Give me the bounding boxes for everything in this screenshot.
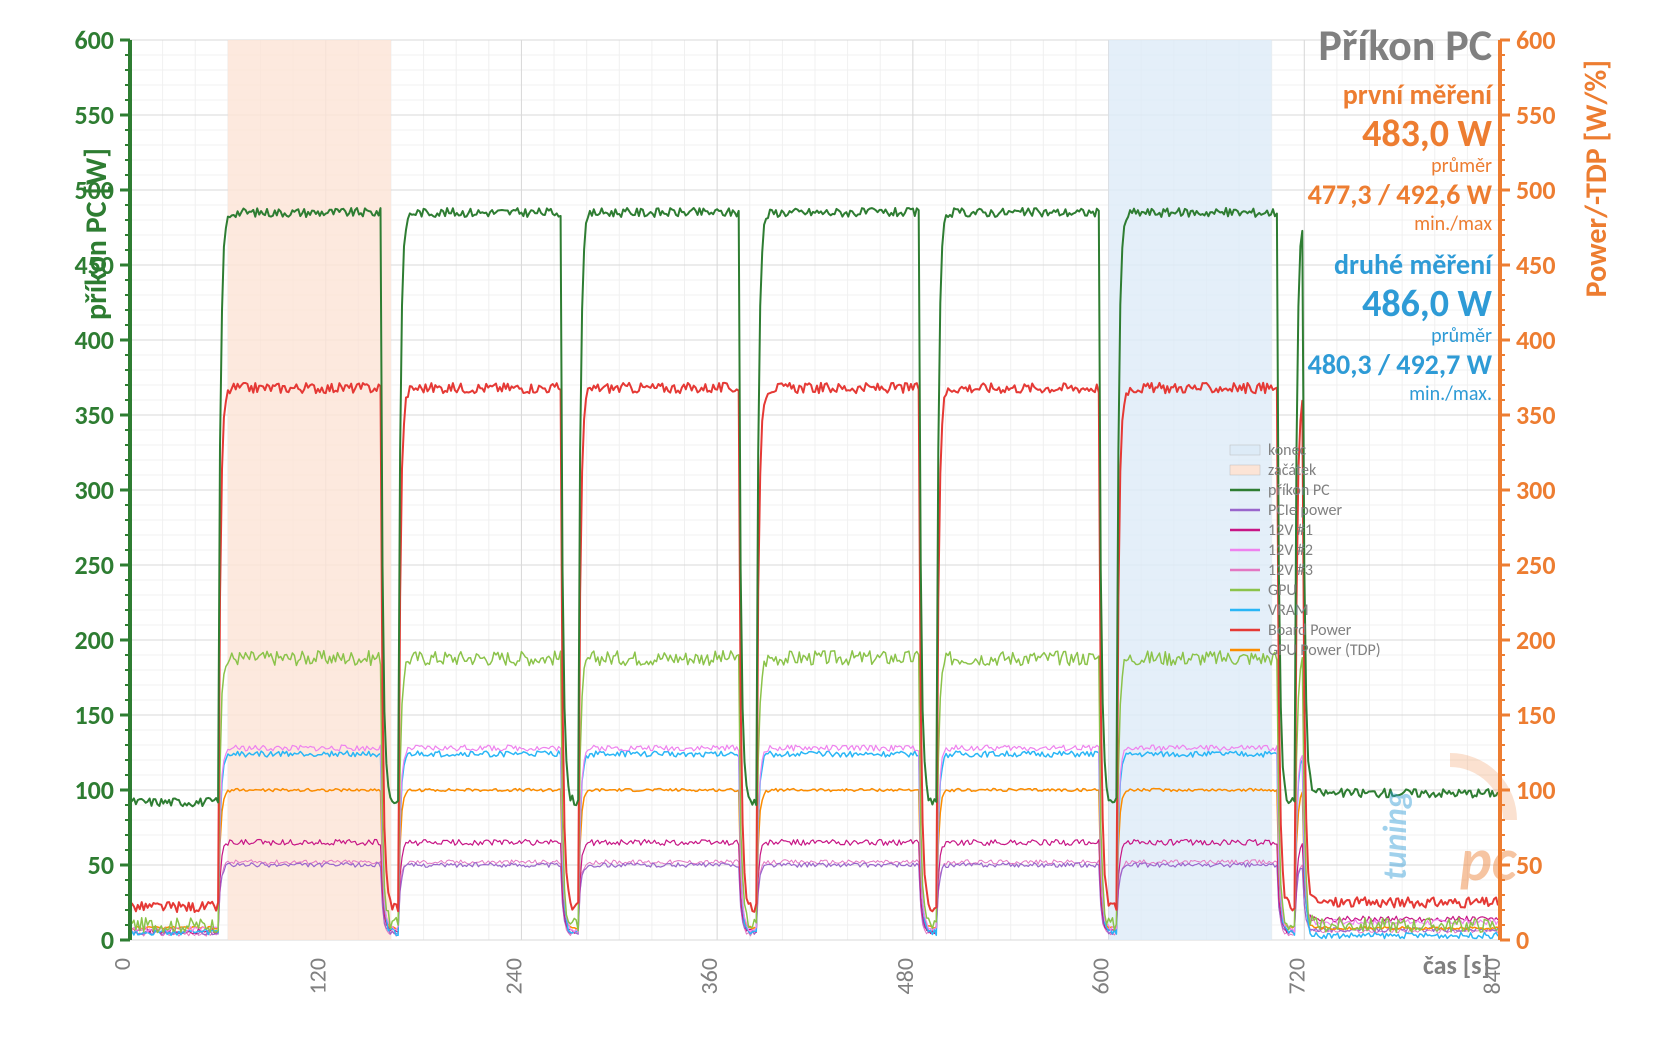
svg-text:Board Power: Board Power [1268,621,1352,640]
svg-text:Příkon PC: Příkon PC [1318,18,1492,72]
svg-text:konec: konec [1268,441,1307,460]
svg-text:začátek: začátek [1268,461,1317,480]
svg-text:300: 300 [74,474,114,506]
svg-text:50: 50 [88,849,114,881]
svg-text:550: 550 [1516,99,1556,131]
svg-text:12V #3: 12V #3 [1268,561,1313,580]
svg-text:500: 500 [1516,174,1556,206]
svg-text:příkon PC [W]: příkon PC [W] [78,148,115,320]
svg-text:12V #1: 12V #1 [1268,521,1313,540]
svg-text:0: 0 [101,924,114,956]
svg-text:druhé měření: druhé měření [1334,247,1494,282]
svg-text:480: 480 [891,958,920,995]
svg-text:první měření: první měření [1343,77,1494,112]
svg-text:477,3 / 492,6 W: 477,3 / 492,6 W [1308,177,1493,212]
svg-text:průměr: průměr [1431,324,1492,348]
svg-text:min./max: min./max [1414,212,1492,236]
svg-text:250: 250 [1516,549,1556,581]
svg-text:150: 150 [1516,699,1556,731]
svg-text:600: 600 [1087,958,1116,995]
svg-text:průměr: průměr [1431,154,1492,178]
svg-text:200: 200 [1516,624,1556,656]
svg-text:Power/-TDP [W/%]: Power/-TDP [W/%] [1578,60,1615,297]
svg-text:120: 120 [304,958,333,995]
svg-text:200: 200 [74,624,114,656]
svg-text:příkon PC: příkon PC [1268,481,1330,500]
svg-text:GPU: GPU [1268,581,1297,600]
svg-text:čas [s]: čas [s] [1423,949,1490,981]
svg-text:0: 0 [108,958,137,970]
svg-text:150: 150 [74,699,114,731]
svg-text:483,0 W: 483,0 W [1362,111,1492,157]
svg-text:pc: pc [1460,824,1518,897]
svg-text:600: 600 [1516,24,1556,56]
svg-text:100: 100 [74,774,114,806]
svg-text:720: 720 [1282,958,1311,995]
svg-text:50: 50 [1516,849,1542,881]
svg-text:600: 600 [74,24,114,56]
svg-text:300: 300 [1516,474,1556,506]
svg-text:GPU Power (TDP): GPU Power (TDP) [1268,641,1381,660]
svg-text:400: 400 [1516,324,1556,356]
svg-text:0: 0 [1516,924,1529,956]
svg-text:480,3 / 492,7 W: 480,3 / 492,7 W [1308,347,1493,382]
power-chart: 0 0 50 50 100 100 150 150 200 200 250 250 300 300 350 3… [0,0,1657,1044]
svg-text:550: 550 [74,99,114,131]
svg-text:VRAM: VRAM [1268,601,1309,620]
svg-text:100: 100 [1516,774,1556,806]
svg-text:400: 400 [74,324,114,356]
svg-text:350: 350 [74,399,114,431]
svg-text:PCIe power: PCIe power [1268,501,1342,520]
svg-text:250: 250 [74,549,114,581]
svg-text:12V #2: 12V #2 [1268,541,1313,560]
svg-text:350: 350 [1516,399,1556,431]
svg-text:min./max.: min./max. [1409,382,1492,406]
svg-text:486,0 W: 486,0 W [1362,281,1492,327]
svg-text:tuning: tuning [1375,790,1415,880]
svg-text:360: 360 [695,958,724,995]
svg-text:240: 240 [499,958,528,995]
svg-text:450: 450 [1516,249,1556,281]
